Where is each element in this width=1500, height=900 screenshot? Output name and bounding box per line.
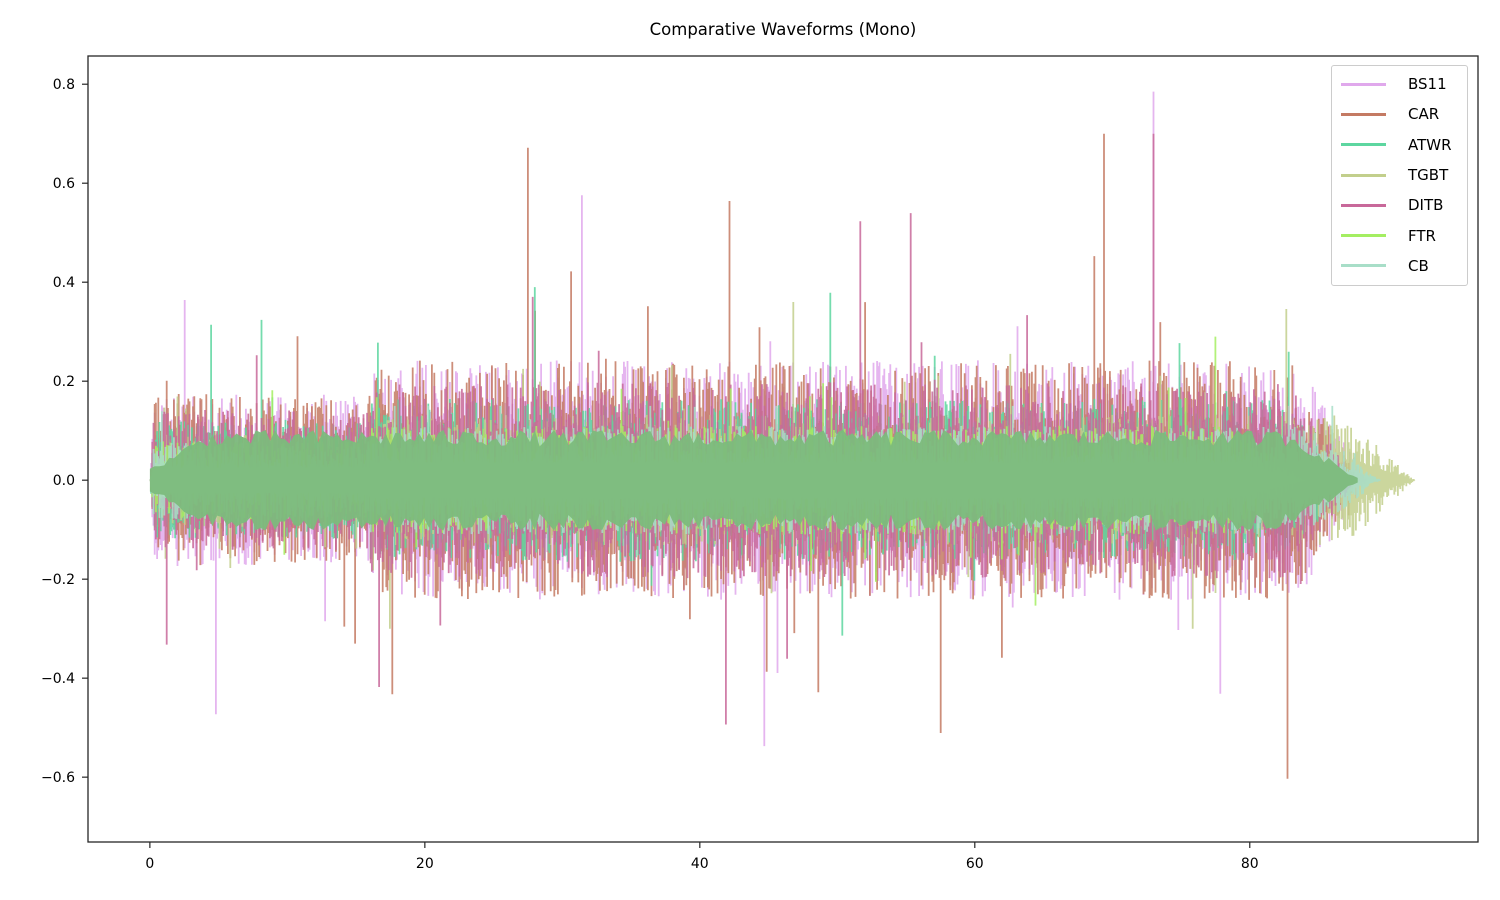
legend-swatch-atwr [1341, 143, 1386, 147]
legend-item-bs11: BS11 [1332, 69, 1467, 99]
overlap-core-band [149, 429, 1358, 531]
y-tick-label: −0.2 [41, 572, 75, 588]
legend-label-ditb: DITB [1408, 196, 1444, 215]
y-tick-label: −0.6 [41, 770, 75, 786]
legend-label-tgbt: TGBT [1408, 166, 1449, 185]
x-axis: 0 20 40 60 80 [145, 842, 1259, 872]
x-tick-label: 60 [966, 856, 984, 872]
legend-item-car: CAR [1332, 99, 1467, 129]
plot-frame [87, 55, 1479, 843]
y-axis: 0.8 0.6 0.4 0.2 0.0 −0.2 −0.4 −0.6 [41, 77, 88, 786]
legend-label-atwr: ATWR [1408, 135, 1452, 154]
legend-item-atwr: ATWR [1332, 130, 1467, 160]
waveform-series-group [149, 91, 1416, 779]
y-tick-label: 0.4 [53, 275, 75, 291]
legend-swatch-ditb [1341, 203, 1386, 207]
legend-item-ditb: DITB [1332, 190, 1467, 220]
legend: BS11 CAR ATWR TGBT DITB FTR CB [1331, 65, 1468, 287]
x-tick-label: 40 [691, 856, 709, 872]
legend-swatch-tgbt [1341, 173, 1386, 177]
x-tick-label: 0 [145, 856, 154, 872]
legend-item-tgbt: TGBT [1332, 160, 1467, 190]
y-tick-label: −0.4 [41, 671, 75, 687]
x-tick-label: 80 [1241, 856, 1259, 872]
legend-swatch-car [1341, 112, 1386, 116]
chart-title: Comparative Waveforms (Mono) [649, 20, 917, 39]
legend-label-cb: CB [1408, 256, 1429, 275]
legend-label-car: CAR [1408, 105, 1440, 124]
legend-label-ftr: FTR [1408, 226, 1436, 245]
legend-item-ftr: FTR [1332, 220, 1467, 250]
legend-swatch-bs11 [1341, 82, 1386, 86]
y-tick-label: 0.0 [53, 473, 75, 489]
x-tick-label: 20 [416, 856, 434, 872]
y-tick-label: 0.8 [53, 77, 75, 93]
legend-swatch-ftr [1341, 234, 1386, 238]
y-tick-label: 0.6 [53, 176, 75, 192]
y-tick-label: 0.2 [53, 374, 75, 390]
legend-item-cb: CB [1332, 251, 1467, 281]
legend-label-bs11: BS11 [1408, 75, 1447, 94]
legend-swatch-cb [1341, 264, 1386, 268]
